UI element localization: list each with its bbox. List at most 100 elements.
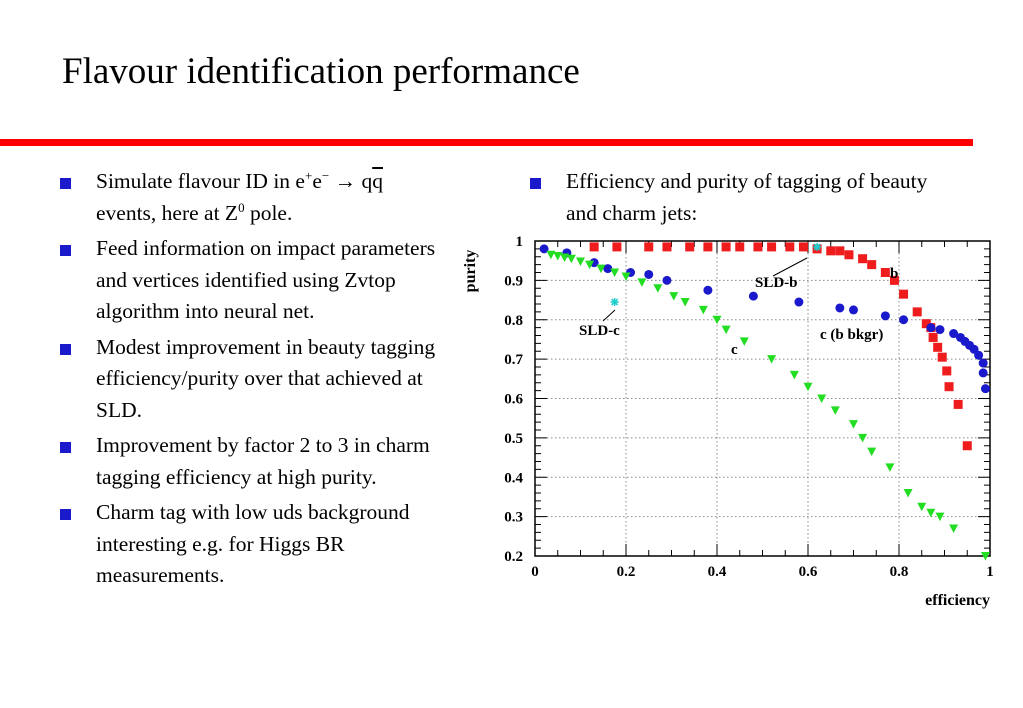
star-stroke xyxy=(813,243,821,251)
superscript: 0 xyxy=(238,199,245,215)
point-c-b-bkgr xyxy=(703,285,713,295)
point-c xyxy=(566,254,576,264)
point-b xyxy=(685,242,695,252)
bullet-text: Feed information on impact parameters an… xyxy=(96,236,436,323)
point-c xyxy=(903,489,913,498)
bullet-charm: Improvement by factor 2 to 3 in charm ta… xyxy=(60,430,460,493)
point-c-b-bkgr xyxy=(978,368,988,378)
point-c-b-bkgr xyxy=(926,323,936,333)
point-b xyxy=(880,268,890,277)
bullet-square-icon xyxy=(530,178,541,189)
point-c xyxy=(680,298,690,307)
bullet-square-icon xyxy=(60,178,71,189)
point-c xyxy=(721,325,731,335)
sld-c-pointer xyxy=(602,309,616,322)
x-tick-label: 1 xyxy=(986,564,994,580)
point-c-b-bkgr xyxy=(974,350,984,360)
point-sld-b xyxy=(813,242,822,251)
antiquark-symbol: q xyxy=(372,169,383,193)
right-bullet-list: Efficiency and purity of tagging of beau… xyxy=(530,166,950,229)
point-b xyxy=(798,242,808,252)
tick-labels: 0 0.2 0.4 0.6 0.8 1 0.2 0.3 0.4 0.5 0.6 0.7 0.8 0.9 1 xyxy=(504,234,994,580)
point-b xyxy=(644,242,654,252)
point-c xyxy=(576,257,585,266)
y-tick-label: 0.7 xyxy=(504,352,523,368)
point-b xyxy=(867,260,877,270)
point-b xyxy=(589,242,599,252)
y-tick-label: 0.5 xyxy=(504,431,523,447)
point-c xyxy=(867,447,877,457)
point-c-b-bkgr xyxy=(935,325,945,335)
bullet-efficiency-purity: Efficiency and purity of tagging of beau… xyxy=(530,166,950,229)
point-b xyxy=(944,382,954,392)
annotation-c-b-bkgr: c (b bkgr) xyxy=(820,327,883,343)
y-tick-label: 1 xyxy=(516,234,524,250)
point-c-b-bkgr xyxy=(899,315,909,325)
bullet-text: pole. xyxy=(244,200,293,225)
bullet-square-icon xyxy=(60,442,71,453)
point-c xyxy=(698,305,708,315)
point-c xyxy=(739,337,749,346)
point-c-b-bkgr xyxy=(949,329,959,339)
point-c-b-bkgr xyxy=(980,384,990,394)
point-c-b-bkgr xyxy=(644,269,654,279)
x-tick-label: 0.6 xyxy=(799,564,818,580)
point-b xyxy=(942,366,952,376)
bullet-beauty: Modest improvement in beauty tagging eff… xyxy=(60,332,460,427)
point-c-b-bkgr xyxy=(589,258,599,268)
point-b xyxy=(662,242,672,252)
left-column: Simulate flavour ID in e+e− → qq events,… xyxy=(60,166,460,596)
point-b xyxy=(889,275,899,285)
y-axis-label: purity xyxy=(462,250,479,293)
x-tick-label: 0.2 xyxy=(617,564,636,580)
point-c xyxy=(849,420,858,429)
point-c xyxy=(669,292,679,301)
point-c-b-bkgr xyxy=(794,297,804,307)
point-c xyxy=(935,512,945,522)
quark-symbol: q xyxy=(361,169,373,193)
annotation-sld-c: SLD-c xyxy=(579,323,620,339)
grid-lines xyxy=(535,241,990,556)
point-c xyxy=(610,268,620,277)
point-c xyxy=(830,406,840,415)
x-tick-label: 0 xyxy=(531,564,539,580)
point-c-b-bkgr xyxy=(539,244,549,254)
bullet-square-icon xyxy=(60,509,71,520)
point-b xyxy=(858,254,868,264)
bullet-text: Efficiency and purity of tagging of beau… xyxy=(566,169,928,225)
x-axis-label: efficiency xyxy=(925,592,990,609)
y-tick-label: 0.9 xyxy=(504,273,523,289)
point-c xyxy=(546,250,556,260)
bullet-text: Improvement by factor 2 to 3 in charm ta… xyxy=(96,433,430,489)
superscript: + xyxy=(304,167,313,183)
point-b xyxy=(612,242,622,252)
superscript: − xyxy=(321,167,330,183)
point-c xyxy=(553,251,563,261)
point-b xyxy=(928,332,938,342)
bullet-text: e xyxy=(312,169,322,193)
data-points xyxy=(539,242,990,561)
right-column: Efficiency and purity of tagging of beau… xyxy=(530,166,950,233)
point-b xyxy=(753,242,763,252)
point-c xyxy=(767,355,777,364)
bullet-higgs: Charm tag with low uds background intere… xyxy=(60,497,460,592)
point-c xyxy=(585,260,595,270)
point-c-b-bkgr xyxy=(835,303,845,313)
arrow-symbol: → xyxy=(334,169,357,193)
bullet-text: Charm tag with low uds background intere… xyxy=(96,500,410,587)
point-b xyxy=(899,289,909,299)
point-b xyxy=(785,242,795,252)
point-b xyxy=(721,242,731,252)
point-c-b-bkgr xyxy=(748,291,758,301)
point-c-b-bkgr xyxy=(603,264,613,274)
bullet-neural-net: Feed information on impact parameters an… xyxy=(60,233,460,328)
point-c xyxy=(885,463,895,472)
annotations: SLD-b SLD-c b c c (b bkgr) xyxy=(579,257,898,358)
point-c-b-bkgr xyxy=(978,358,988,368)
bullet-square-icon xyxy=(60,343,71,355)
point-c xyxy=(917,502,927,512)
point-c xyxy=(653,284,663,293)
left-bullet-list: Simulate flavour ID in e+e− → qq events,… xyxy=(60,166,460,592)
y-tick-label: 0.4 xyxy=(504,470,523,486)
y-tick-label: 0.6 xyxy=(504,392,523,408)
